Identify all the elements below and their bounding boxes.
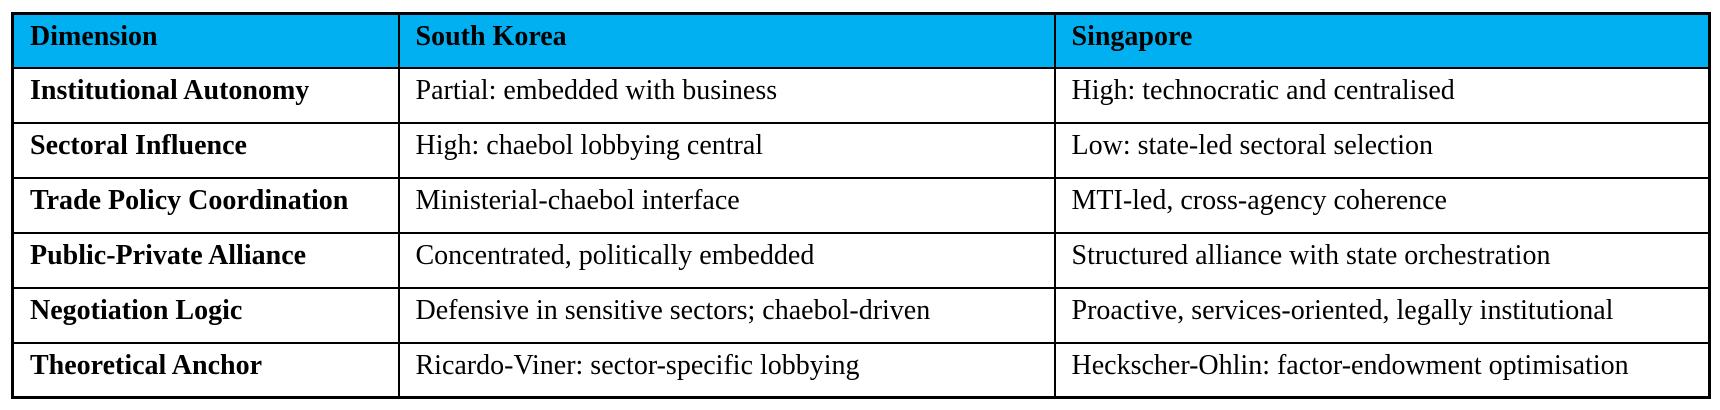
table-row: Theoretical Anchor Ricardo-Viner: sector… — [11, 341, 1711, 399]
cell-singapore: Heckscher-Ohlin: factor-endowment optimi… — [1053, 341, 1711, 399]
cell-south-korea: Concentrated, politically embedded — [397, 231, 1056, 289]
cell-south-korea: Defensive in sensitive sectors; chaebol-… — [397, 286, 1056, 344]
cell-singapore: Low: state-led sectoral selection — [1053, 121, 1711, 179]
cell-dimension: Negotiation Logic — [11, 286, 400, 344]
cell-singapore: Proactive, services-oriented, legally in… — [1053, 286, 1711, 344]
column-header-singapore: Singapore — [1053, 12, 1711, 69]
cell-south-korea: Ministerial-chaebol interface — [397, 176, 1056, 234]
column-header-south-korea: South Korea — [397, 12, 1056, 69]
cell-dimension: Theoretical Anchor — [11, 341, 400, 399]
cell-south-korea: Partial: embedded with business — [397, 66, 1056, 124]
table-row: Institutional Autonomy Partial: embedded… — [11, 66, 1711, 124]
comparison-table: Dimension South Korea Singapore Institut… — [11, 12, 1711, 399]
cell-south-korea: Ricardo-Viner: sector-specific lobbying — [397, 341, 1056, 399]
header-row: Dimension South Korea Singapore — [11, 12, 1711, 69]
table-row: Trade Policy Coordination Ministerial-ch… — [11, 176, 1711, 234]
cell-singapore: MTI-led, cross-agency coherence — [1053, 176, 1711, 234]
cell-singapore: High: technocratic and centralised — [1053, 66, 1711, 124]
cell-south-korea: High: chaebol lobbying central — [397, 121, 1056, 179]
column-header-dimension: Dimension — [11, 12, 400, 69]
table-body: Institutional Autonomy Partial: embedded… — [11, 66, 1711, 399]
table-header: Dimension South Korea Singapore — [11, 12, 1711, 69]
cell-dimension: Public-Private Alliance — [11, 231, 400, 289]
cell-singapore: Structured alliance with state orchestra… — [1053, 231, 1711, 289]
table-row: Sectoral Influence High: chaebol lobbyin… — [11, 121, 1711, 179]
table-row: Public-Private Alliance Concentrated, po… — [11, 231, 1711, 289]
cell-dimension: Institutional Autonomy — [11, 66, 400, 124]
cell-dimension: Sectoral Influence — [11, 121, 400, 179]
table-row: Negotiation Logic Defensive in sensitive… — [11, 286, 1711, 344]
cell-dimension: Trade Policy Coordination — [11, 176, 400, 234]
